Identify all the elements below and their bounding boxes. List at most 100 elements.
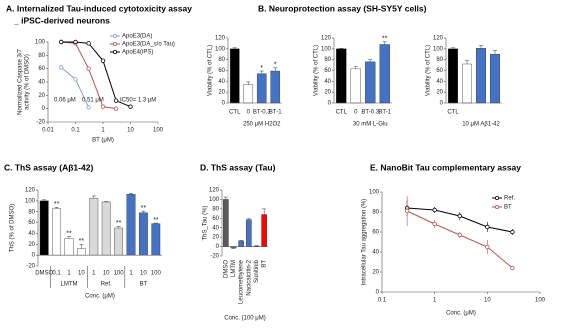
y-tick-label: 0 bbox=[216, 244, 220, 250]
y-axis-label: Viability (% of CTL) bbox=[426, 45, 432, 96]
x-tick-label: Leucomethylene bbox=[239, 259, 245, 304]
bar bbox=[39, 200, 49, 256]
x-tick-label: 0 bbox=[247, 110, 251, 116]
bar bbox=[350, 68, 361, 104]
y-tick-label: 100 bbox=[369, 190, 380, 196]
group-label: 250 μM H2O2 bbox=[243, 122, 281, 128]
legend-label: Ref. bbox=[504, 196, 515, 202]
legend-label: ApoE4(iPS) bbox=[122, 50, 153, 56]
x-axis-label: Conc. (μM) bbox=[446, 311, 476, 317]
y-tick-label: 40 bbox=[324, 79, 331, 85]
x-tick-label: 100 bbox=[535, 298, 546, 304]
y-tick-label: 100 bbox=[215, 46, 226, 52]
marker bbox=[86, 66, 91, 71]
y-tick-label: 60 bbox=[436, 68, 443, 74]
bar bbox=[448, 48, 458, 104]
significance: ** bbox=[153, 217, 159, 224]
y-tick-label: 100 bbox=[321, 46, 332, 52]
x-tick-label: 10 bbox=[78, 271, 85, 277]
y-tick-label: 40 bbox=[218, 79, 225, 85]
y-axis-label: ThS_Tau (%) bbox=[203, 205, 209, 240]
x-tick-label: BT-0.3 bbox=[361, 110, 379, 116]
panel-title: A. Internalized Tau-induced cytotoxicity… bbox=[6, 3, 192, 13]
x-tick-label: 0.1 bbox=[52, 271, 61, 277]
y-tick-label: 20 bbox=[436, 90, 443, 96]
y-tick-label: 80 bbox=[28, 209, 35, 215]
marker bbox=[457, 232, 462, 238]
bar bbox=[151, 223, 161, 256]
x-tick-label: Sunitinib bbox=[254, 259, 260, 283]
x-tick-label: 0.01 bbox=[42, 128, 54, 134]
annotation: 0.51 μM bbox=[82, 98, 104, 104]
y-axis-label: Normalized Caspase 3/7 bbox=[18, 48, 24, 114]
y-tick-label: 20 bbox=[38, 93, 45, 99]
y-tick-label: 20 bbox=[212, 235, 219, 241]
x-tick-label: 10 bbox=[127, 128, 134, 134]
marker bbox=[58, 65, 64, 70]
y-tick-label: 60 bbox=[218, 68, 225, 74]
x-tick-label: 100 bbox=[153, 128, 164, 134]
y-axis-label: Viability (% of CTL) bbox=[314, 45, 320, 96]
x-tick-label: BT-1 bbox=[269, 110, 282, 116]
significance: * bbox=[274, 62, 277, 69]
bar bbox=[243, 84, 254, 104]
y-tick-label: 80 bbox=[38, 53, 45, 59]
y-tick-label: 20 bbox=[372, 270, 379, 276]
legend-label: BT bbox=[504, 205, 512, 211]
marker bbox=[128, 104, 133, 109]
marker bbox=[113, 98, 119, 103]
y-tick-label: 120 bbox=[215, 36, 226, 42]
legend-marker bbox=[113, 50, 118, 55]
bar bbox=[89, 197, 99, 256]
x-tick-label: 10 bbox=[484, 298, 491, 304]
y-tick-label: 40 bbox=[212, 225, 219, 231]
bar bbox=[490, 54, 500, 104]
group-label: BT bbox=[140, 282, 148, 288]
x-tick-label: CTL bbox=[229, 110, 241, 116]
bar bbox=[238, 240, 244, 247]
bar bbox=[223, 199, 229, 247]
bar bbox=[76, 248, 86, 256]
x-tick-label: BT-0.3 bbox=[253, 110, 271, 116]
y-tick-label: 100 bbox=[433, 46, 444, 52]
y-tick-label: -20 bbox=[210, 254, 219, 260]
y-tick-label: 60 bbox=[324, 68, 331, 74]
y-tick-label: -20 bbox=[26, 264, 35, 270]
group-label: 30 mM L-Glu bbox=[353, 122, 388, 128]
x-tick-label: 1 bbox=[433, 298, 437, 304]
y-axis-label: activity (% of DMSO) bbox=[25, 54, 31, 110]
y-tick-label: 0 bbox=[376, 290, 380, 296]
x-axis-label: Conc. (μM) bbox=[85, 294, 115, 300]
bar bbox=[462, 63, 472, 104]
y-axis-label: ThS (% of DMSO) bbox=[10, 204, 16, 252]
legend-label: ApoE3(DA) bbox=[122, 34, 152, 40]
y-tick-label: 60 bbox=[38, 66, 45, 72]
x-tick-label: 0.1 bbox=[71, 128, 80, 134]
bar bbox=[256, 73, 267, 104]
y-tick-label: 40 bbox=[436, 79, 443, 85]
y-tick-label: 0 bbox=[328, 101, 332, 107]
bar bbox=[64, 238, 74, 256]
line bbox=[61, 41, 131, 108]
legend-marker bbox=[113, 42, 118, 47]
significance: ** bbox=[79, 238, 85, 245]
x-tick-label: 1 bbox=[67, 271, 71, 277]
marker bbox=[58, 39, 64, 45]
marker bbox=[73, 39, 78, 45]
marker bbox=[73, 77, 78, 82]
y-tick-label: 120 bbox=[209, 188, 220, 194]
bar bbox=[476, 48, 486, 104]
marker bbox=[457, 213, 462, 219]
x-tick-label: 1 bbox=[92, 271, 96, 277]
bar bbox=[336, 48, 347, 104]
y-tick-label: 40 bbox=[28, 231, 35, 237]
marker bbox=[86, 105, 91, 110]
y-tick-label: 120 bbox=[321, 36, 332, 42]
x-tick-label: 0.1 bbox=[378, 298, 387, 304]
panel-title: E. NanoBit Tau complementary assay bbox=[370, 162, 521, 172]
group-label: Ref. bbox=[101, 282, 112, 288]
marker bbox=[100, 104, 106, 109]
panel-title: B. Neuroprotection assay (SH-SY5Y cells) bbox=[258, 3, 427, 13]
x-tick-label: 100 bbox=[114, 271, 125, 277]
